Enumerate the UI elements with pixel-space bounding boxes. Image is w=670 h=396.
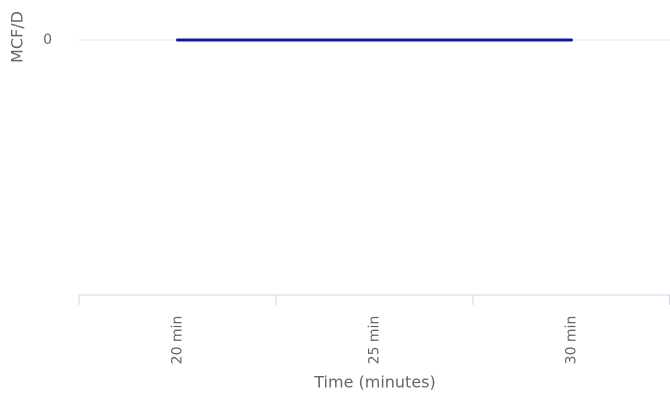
x-tick-label: 30 min	[564, 316, 580, 365]
y-axis-title: MCF/D	[8, 11, 27, 63]
y-tick-label: 0	[43, 32, 52, 48]
x-axis-title: Time (minutes)	[313, 373, 436, 392]
x-tick-label: 20 min	[170, 316, 186, 365]
x-tick-label: 25 min	[367, 316, 383, 365]
